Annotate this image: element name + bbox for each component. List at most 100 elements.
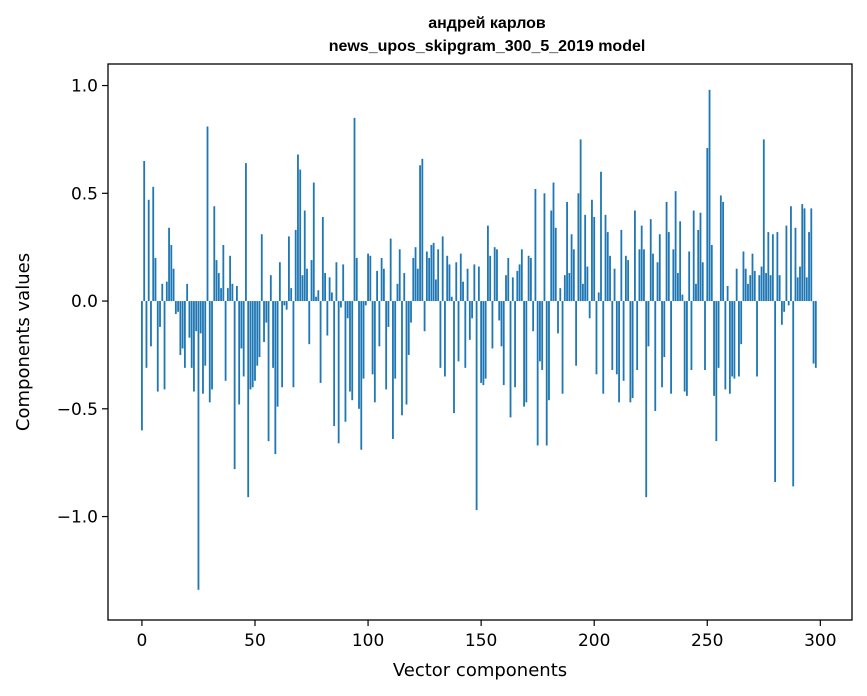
y-tick-label: 0.5 xyxy=(71,184,98,204)
bar-8 xyxy=(159,301,161,327)
bar-68 xyxy=(294,229,297,302)
bar-209 xyxy=(613,268,616,302)
bar-285 xyxy=(785,225,788,302)
bar-180 xyxy=(548,301,550,401)
bar-109 xyxy=(387,301,390,327)
bar-262 xyxy=(733,301,736,379)
bar-240 xyxy=(683,301,686,392)
bar-141 xyxy=(459,253,462,302)
bar-281 xyxy=(776,232,779,302)
bar-111 xyxy=(392,301,394,439)
bar-3 xyxy=(147,199,150,302)
bar-182 xyxy=(552,182,555,302)
y-axis-ticks: −1.0 −0.5 0.0 0.5 1.0 xyxy=(57,77,108,528)
bar-231 xyxy=(663,301,666,358)
bar-124 xyxy=(421,158,424,302)
bar-128 xyxy=(430,245,433,302)
bar-213 xyxy=(622,301,625,381)
bar-166 xyxy=(516,270,519,302)
bar-64 xyxy=(285,301,288,310)
bar-69 xyxy=(297,154,299,302)
bar-292 xyxy=(801,204,804,302)
bar-16 xyxy=(177,301,180,312)
bar-63 xyxy=(283,301,286,306)
bar-120 xyxy=(412,257,415,302)
bar-282 xyxy=(778,275,781,302)
bar-250 xyxy=(706,148,709,302)
bar-225 xyxy=(649,219,652,302)
bar-108 xyxy=(385,301,388,390)
bar-246 xyxy=(697,229,700,302)
bar-19 xyxy=(183,301,186,368)
bar-139 xyxy=(455,262,458,302)
bar-46 xyxy=(245,163,247,302)
bar-284 xyxy=(783,301,786,312)
bar-140 xyxy=(457,301,460,362)
bar-50 xyxy=(254,301,256,381)
bar-57 xyxy=(269,275,272,302)
bar-100 xyxy=(367,253,369,302)
bar-149 xyxy=(477,266,480,302)
bar-33 xyxy=(215,260,218,302)
bar-70 xyxy=(299,169,302,302)
bar-94 xyxy=(353,117,356,302)
bar-244 xyxy=(692,210,695,302)
bar-194 xyxy=(579,139,582,302)
bar-277 xyxy=(767,232,770,302)
bar-243 xyxy=(690,301,693,371)
bar-279 xyxy=(771,234,774,302)
bar-218 xyxy=(634,210,636,302)
bar-106 xyxy=(380,257,383,302)
bar-220 xyxy=(638,249,641,302)
bar-152 xyxy=(484,301,487,379)
bar-67 xyxy=(292,301,295,388)
bar-48 xyxy=(249,301,252,390)
bar-115 xyxy=(401,301,403,416)
y-tick-label: 1.0 xyxy=(71,77,98,97)
bar-167 xyxy=(518,264,521,302)
bar-43 xyxy=(238,301,241,405)
bar-76 xyxy=(312,182,315,302)
bar-60 xyxy=(276,301,279,407)
bar-29 xyxy=(206,126,209,302)
bar-275 xyxy=(762,139,765,302)
bar-44 xyxy=(240,301,243,349)
bar-249 xyxy=(704,301,706,371)
bar-186 xyxy=(561,301,564,394)
bar-122 xyxy=(416,268,419,302)
bar-156 xyxy=(493,247,496,302)
bar-66 xyxy=(290,288,293,302)
bar-154 xyxy=(489,255,492,302)
bar-174 xyxy=(534,188,537,302)
bar-150 xyxy=(480,301,483,383)
bar-177 xyxy=(541,301,544,371)
bar-273 xyxy=(758,275,761,302)
y-tick-label: −1.0 xyxy=(57,508,98,528)
bar-211 xyxy=(618,301,620,403)
bar-170 xyxy=(525,301,528,403)
bar-104 xyxy=(376,270,379,302)
bar-248 xyxy=(701,262,704,302)
bar-4 xyxy=(150,301,152,347)
bar-123 xyxy=(419,165,421,302)
bar-77 xyxy=(315,296,317,302)
bar-257 xyxy=(722,201,725,302)
bar-259 xyxy=(726,285,729,302)
bar-75 xyxy=(310,260,313,302)
bar-74 xyxy=(308,301,311,345)
bar-162 xyxy=(507,257,510,302)
bar-228 xyxy=(656,262,659,302)
bar-247 xyxy=(699,212,702,302)
bar-176 xyxy=(539,301,541,362)
bar-80 xyxy=(321,217,324,302)
bar-171 xyxy=(527,255,530,302)
bar-258 xyxy=(724,301,727,390)
bar-1 xyxy=(143,160,146,302)
bar-184 xyxy=(557,301,559,334)
bar-238 xyxy=(679,221,682,302)
plot-frame xyxy=(107,63,853,621)
bar-283 xyxy=(780,301,783,325)
bar-133 xyxy=(441,236,444,302)
bar-42 xyxy=(236,285,238,302)
bar-148 xyxy=(475,301,478,511)
